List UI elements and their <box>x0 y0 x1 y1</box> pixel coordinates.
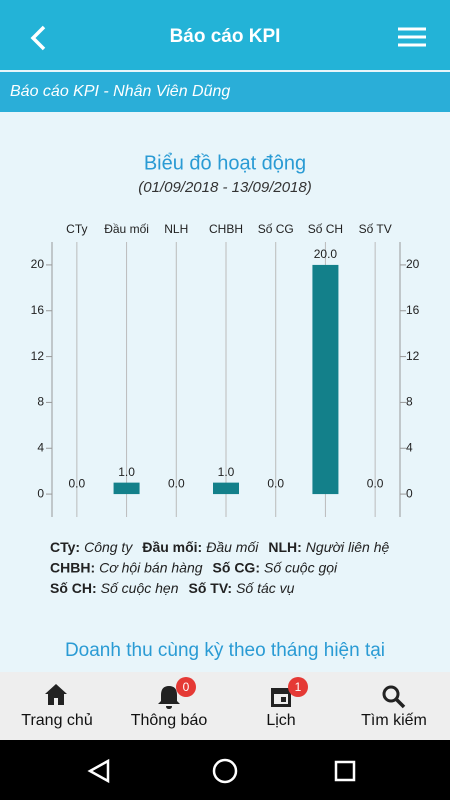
menu-button[interactable] <box>398 27 426 47</box>
category-label: Số CH <box>308 222 343 236</box>
back-button[interactable] <box>30 25 46 51</box>
nav-item[interactable]: Trang chủ <box>0 672 113 740</box>
legend-abbr: Đầu mối: <box>142 539 202 555</box>
category-label: CHBH <box>209 222 243 236</box>
nav-hit <box>225 672 338 740</box>
category-label: Đầu mối <box>104 222 149 236</box>
legend-abbr: Số CG: <box>213 559 260 575</box>
bar <box>213 482 239 495</box>
category-label: Số CG <box>258 222 294 236</box>
legend-row: CTy: Công ty Đầu mối: Đầu mối NLH: Người liên… <box>50 539 389 555</box>
nav-item[interactable]: Tìm kiếm <box>338 672 450 740</box>
legend-abbr: Số CH: <box>50 580 97 596</box>
badge-count: 1 <box>295 680 302 694</box>
badge <box>176 677 196 697</box>
y-tick-label: 4 <box>37 440 44 454</box>
legend-desc: Số cuộc hẹn <box>101 580 179 596</box>
sub-title: Báo cáo KPI - Nhân Viên Dũng <box>10 83 230 100</box>
y-tick-label: 20 <box>31 257 45 271</box>
y-tick-label: 0 <box>37 486 44 500</box>
nav-hit <box>338 672 450 740</box>
value-label: 0.0 <box>168 476 185 490</box>
chart-title: Biểu đồ hoạt động <box>144 152 306 174</box>
legend-desc: Đầu mối <box>206 539 259 555</box>
y2-tick-label: 12 <box>406 349 420 363</box>
category-label: Số TV <box>359 222 392 236</box>
value-label: 1.0 <box>118 465 135 479</box>
section-title: Doanh thu cùng kỳ theo tháng hiện tại <box>65 640 385 661</box>
legend-desc: Số cuộc gọi <box>264 559 338 575</box>
legend-abbr: Số TV: <box>189 580 233 596</box>
bar <box>312 264 339 495</box>
badge <box>288 677 308 697</box>
legend-row: CHBH: Cơ hội bán hàng Số CG: Số cuộc gọi <box>50 559 338 575</box>
y-tick-label: 8 <box>37 395 44 409</box>
y-tick-label: 12 <box>31 349 45 363</box>
y2-tick-label: 8 <box>406 395 413 409</box>
chart-subtitle: (01/09/2018 - 13/09/2018) <box>138 179 311 196</box>
app-title: Báo cáo KPI <box>170 26 281 47</box>
system-buttons <box>87 758 356 784</box>
category-label: NLH <box>164 222 188 236</box>
system-nav <box>0 740 450 800</box>
nav-label: Trang chủ <box>21 712 92 729</box>
y2-tick-label: 4 <box>406 440 413 454</box>
legend-abbr: CTy: <box>50 539 80 555</box>
legend-desc: Số tác vụ <box>236 580 295 596</box>
value-label: 0.0 <box>69 476 86 490</box>
nav-item[interactable]: Lịch 1 <box>225 672 338 740</box>
legend-desc: Công ty <box>84 539 133 555</box>
badge-count: 0 <box>183 680 190 694</box>
nav-hit <box>113 672 226 740</box>
nav-item[interactable]: Thông báo 0 <box>113 672 226 740</box>
nav-label: Thông báo <box>131 712 208 729</box>
nav-label: Lịch <box>266 712 295 729</box>
value-label: 20.0 <box>314 247 338 261</box>
nav-label: Tìm kiếm <box>361 712 427 729</box>
value-label: 0.0 <box>367 476 384 490</box>
category-label: CTy <box>66 222 87 236</box>
value-label: 1.0 <box>218 465 235 479</box>
y-tick-label: 16 <box>31 303 45 317</box>
nav-hit <box>0 672 113 740</box>
sub-bar <box>0 72 450 112</box>
y2-tick-label: 16 <box>406 303 420 317</box>
bottom-nav <box>0 672 450 740</box>
nav-icons <box>45 684 406 709</box>
bar <box>113 482 140 495</box>
app-bar <box>0 0 450 70</box>
legend-desc: Cơ hội bán hàng <box>99 559 203 575</box>
y2-tick-label: 0 <box>406 486 413 500</box>
legend-abbr: CHBH: <box>50 559 95 575</box>
legend-abbr: NLH: <box>268 539 301 555</box>
value-label: 0.0 <box>267 476 284 490</box>
y2-tick-label: 20 <box>406 257 420 271</box>
legend-row: Số CH: Số cuộc hẹn Số TV: Số tác vụ <box>50 580 295 596</box>
legend-desc: Người liên hệ <box>306 539 390 555</box>
